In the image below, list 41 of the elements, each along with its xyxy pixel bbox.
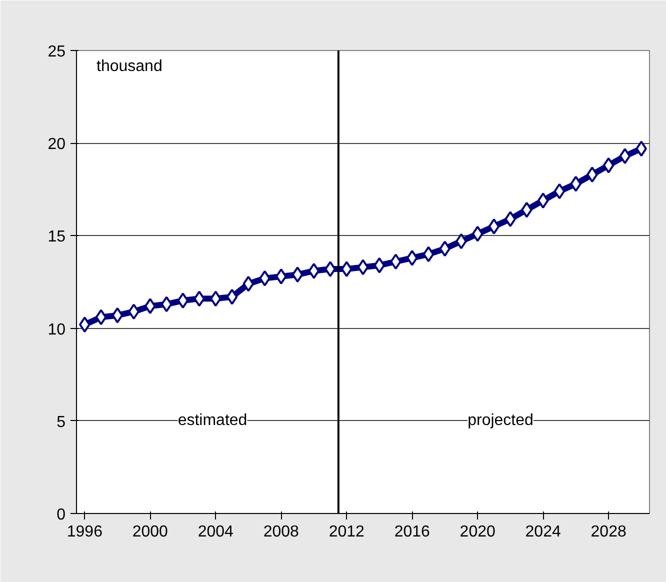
point [160, 296, 172, 312]
point [112, 307, 124, 324]
x-tick-label: 2012 [328, 524, 365, 540]
x-tick-label: 2016 [394, 524, 430, 540]
annotation: projected [468, 412, 534, 429]
x-tick-label: 1996 [66, 524, 103, 540]
point [422, 246, 434, 262]
point [357, 259, 369, 276]
x-tick-label: 2020 [460, 524, 496, 540]
point [177, 292, 189, 309]
point [554, 183, 566, 200]
y-tick-label: 20 [48, 136, 66, 154]
point [226, 288, 238, 305]
annotation: estimated [178, 412, 248, 429]
x-tick-label: 2000 [132, 524, 168, 540]
point [488, 218, 500, 234]
point [602, 157, 614, 174]
point [308, 262, 320, 279]
point [210, 290, 222, 307]
y-tick-label: 5 [56, 414, 66, 431]
point [619, 148, 631, 164]
point [504, 211, 516, 228]
point [472, 226, 484, 242]
point [374, 257, 386, 274]
point [292, 266, 304, 283]
point [95, 309, 107, 326]
point [406, 250, 418, 266]
y-tick-label: 10 [48, 321, 66, 338]
y-tick-label: 0 [56, 506, 66, 524]
x-tick-label: 2008 [263, 524, 300, 540]
point [340, 261, 352, 278]
x-tick-label: 2024 [525, 524, 561, 540]
y-tick-label: 25 [48, 44, 66, 60]
point [537, 192, 549, 209]
point [242, 276, 254, 292]
point [275, 268, 287, 284]
y-tick-label: 15 [48, 228, 66, 246]
x-tick-label: 2028 [590, 524, 626, 540]
x-tick-label: 2004 [198, 524, 234, 540]
annotation: thousand [96, 58, 162, 75]
point [439, 240, 451, 257]
